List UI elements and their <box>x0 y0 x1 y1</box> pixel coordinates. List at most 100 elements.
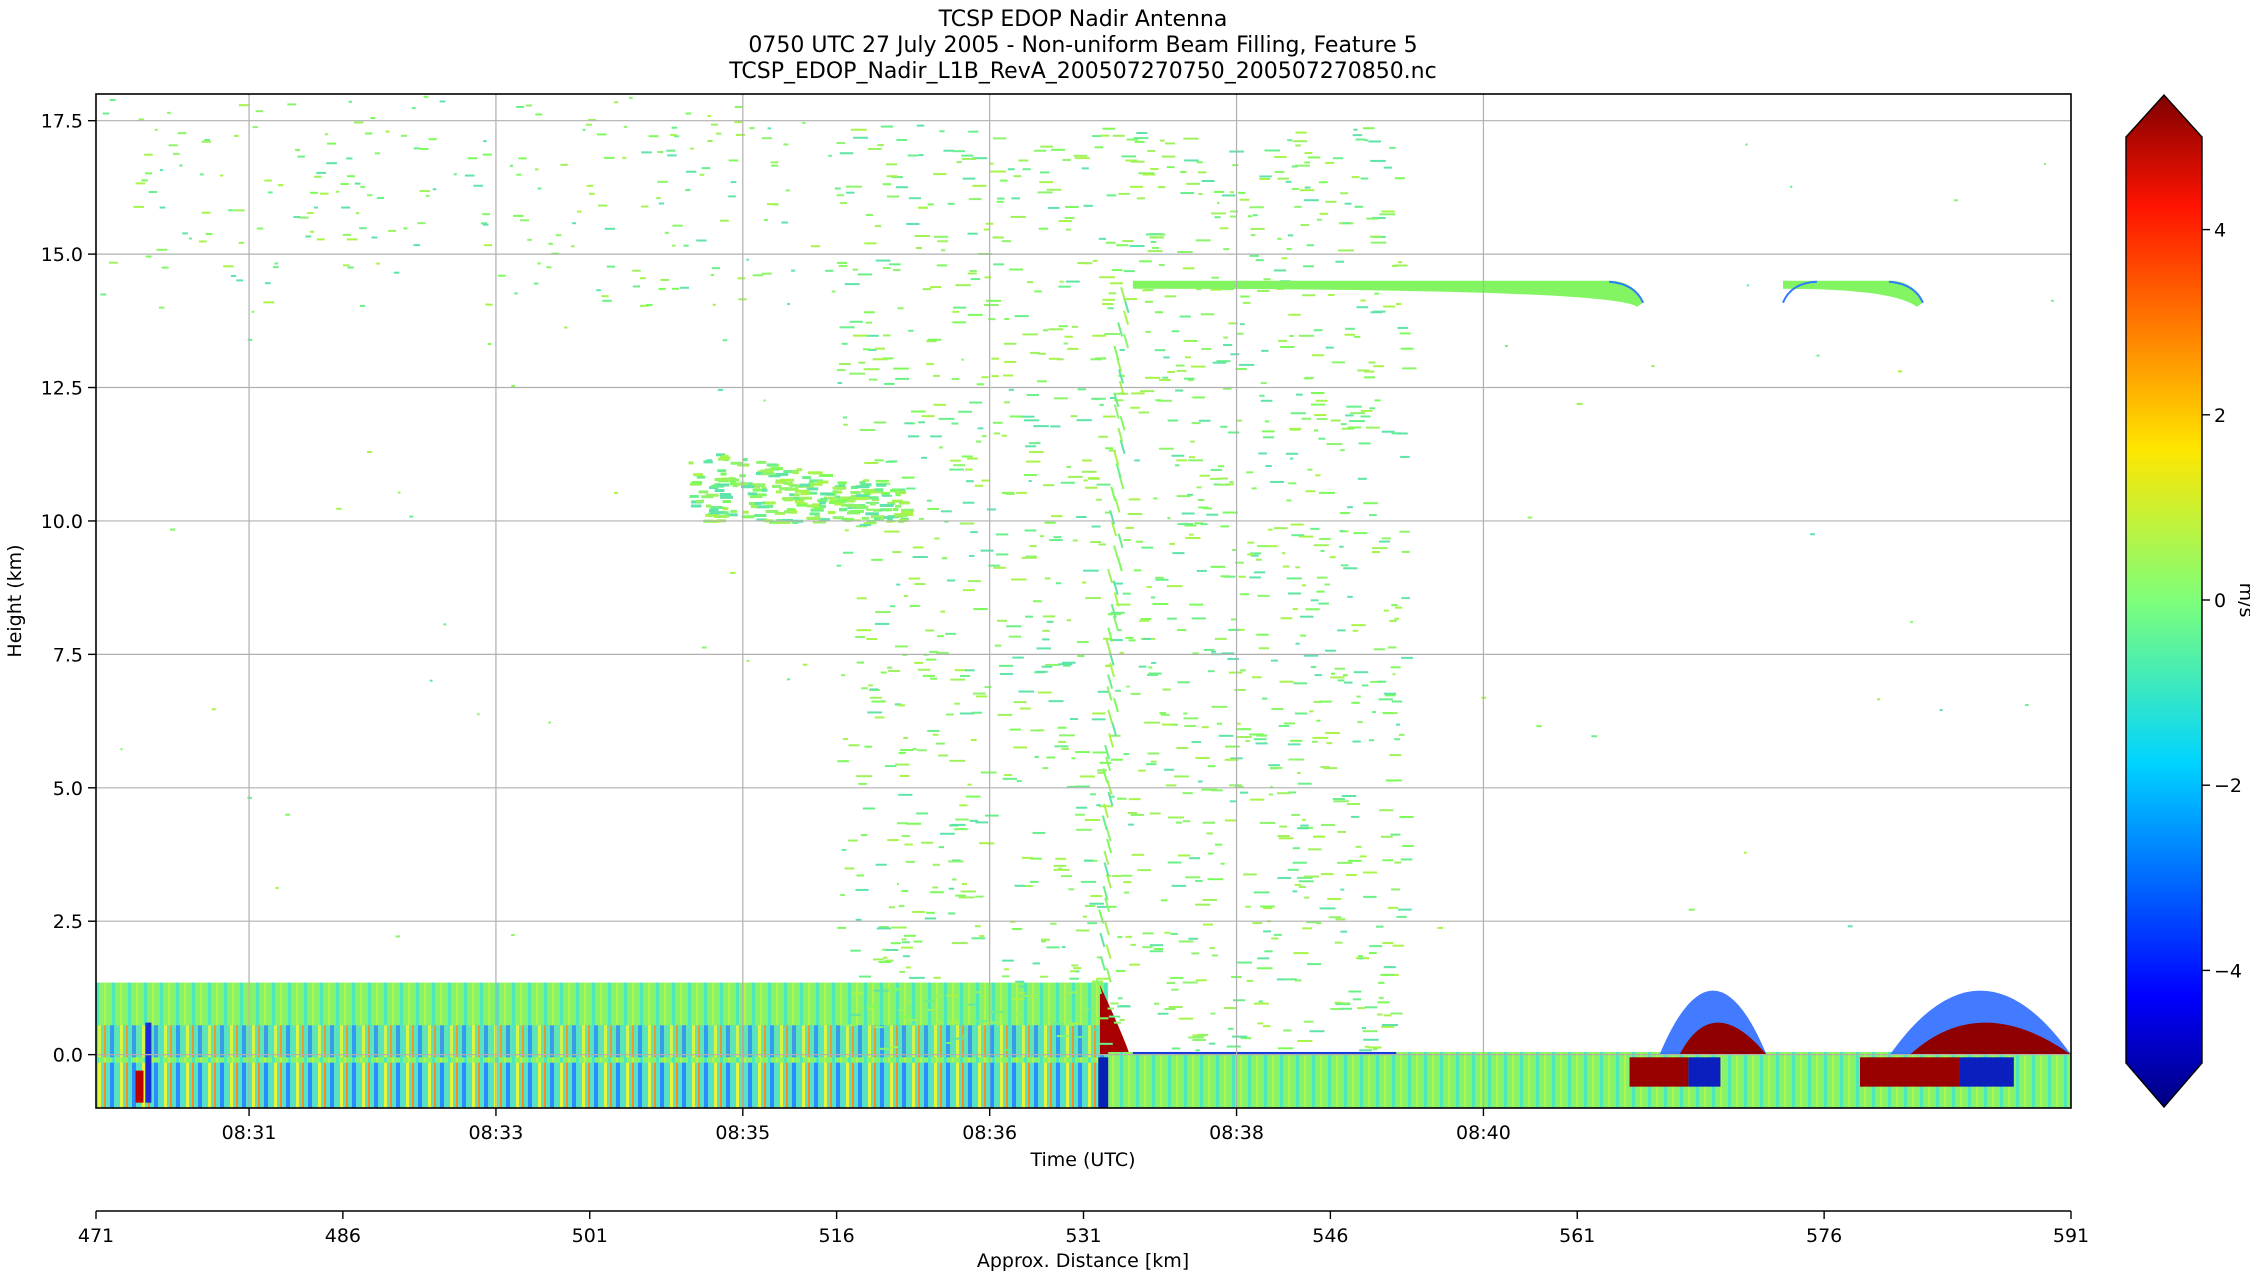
noise-pixel <box>1746 284 1749 287</box>
noise-pixel <box>1149 944 1164 947</box>
noise-pixel <box>670 133 677 136</box>
noise-pixel <box>604 227 616 230</box>
noise-pixel <box>850 949 861 952</box>
noise-pixel <box>1237 961 1253 964</box>
noise-pixel <box>606 265 616 268</box>
surface-band-mid <box>96 1025 1109 1058</box>
noise-pixel <box>1311 740 1318 743</box>
noise-pixel <box>1323 767 1338 770</box>
noise-pixel <box>1688 908 1695 911</box>
noise-pixel <box>1194 522 1204 525</box>
noise-pixel <box>307 212 314 215</box>
noise-pixel <box>1387 646 1397 649</box>
mound-red-lower <box>1629 1057 1689 1087</box>
noise-pixel <box>1277 1047 1294 1050</box>
noise-pixel <box>1307 963 1322 966</box>
noise-pixel <box>1400 455 1410 458</box>
noise-pixel <box>1203 648 1215 651</box>
streak-mark <box>1113 545 1120 560</box>
cloud-patch-pixel <box>722 507 729 511</box>
noise-pixel <box>1085 486 1098 489</box>
noise-pixel <box>1374 292 1379 295</box>
noise-pixel <box>1002 777 1017 780</box>
noise-pixel <box>906 966 911 969</box>
colorbar-tick-label: −4 <box>2214 960 2242 982</box>
noise-pixel <box>1009 268 1023 271</box>
cloud-patch-pixel <box>810 508 824 512</box>
noise-pixel <box>941 557 948 560</box>
noise-pixel <box>1060 875 1073 878</box>
noise-pixel <box>1294 164 1310 167</box>
noise-pixel <box>1167 370 1176 373</box>
noise-pixel <box>907 1000 912 1003</box>
noise-pixel <box>1197 171 1207 174</box>
noise-pixel <box>1350 412 1365 415</box>
mound-red <box>1909 1022 2071 1055</box>
noise-pixel <box>1378 996 1384 999</box>
noise-pixel <box>646 303 653 306</box>
noise-pixel <box>1239 791 1249 794</box>
noise-pixel <box>948 860 964 863</box>
cloud-patch-pixel <box>705 493 719 497</box>
noise-pixel <box>1183 377 1195 380</box>
noise-pixel <box>699 173 705 176</box>
noise-pixel <box>233 209 245 212</box>
noise-pixel <box>929 891 944 894</box>
noise-pixel <box>509 164 513 167</box>
noise-pixel <box>875 863 887 866</box>
noise-pixel <box>1011 928 1023 931</box>
noise-pixel <box>1195 756 1210 759</box>
noise-pixel <box>1074 157 1090 160</box>
noise-pixel <box>712 303 716 306</box>
noise-pixel <box>1334 941 1343 944</box>
noise-pixel <box>1291 534 1305 537</box>
noise-pixel <box>1268 764 1280 767</box>
noise-pixel <box>877 144 884 147</box>
noise-pixel <box>1016 491 1028 494</box>
noise-pixel <box>1294 205 1302 208</box>
noise-pixel <box>908 329 914 332</box>
noise-pixel <box>1209 947 1215 950</box>
noise-pixel <box>177 132 187 135</box>
noise-pixel <box>1357 721 1363 724</box>
streak-mark <box>1113 697 1119 713</box>
noise-pixel <box>1104 333 1121 336</box>
noise-pixel <box>849 372 866 375</box>
noise-pixel <box>969 401 983 404</box>
noise-pixel <box>1280 617 1293 620</box>
noise-pixel <box>996 553 1009 556</box>
noise-pixel <box>1096 804 1101 807</box>
noise-pixel <box>1310 666 1317 669</box>
noise-pixel <box>1346 874 1357 877</box>
streak-mark <box>1096 979 1103 995</box>
noise-pixel <box>1105 241 1116 244</box>
noise-pixel <box>1091 397 1106 400</box>
noise-pixel <box>1240 669 1246 672</box>
noise-pixel <box>1217 465 1225 468</box>
noise-pixel <box>287 103 297 106</box>
noise-pixel <box>868 378 878 381</box>
noise-pixel <box>1002 1002 1007 1005</box>
noise-pixel <box>1158 379 1171 382</box>
cloud-patch-pixel <box>823 496 836 500</box>
noise-pixel <box>1284 978 1297 981</box>
noise-pixel <box>1252 676 1262 679</box>
noise-pixel <box>787 303 791 306</box>
noise-pixel <box>1320 873 1334 876</box>
noise-pixel <box>866 1005 879 1008</box>
noise-pixel <box>1320 823 1336 826</box>
noise-pixel <box>1312 835 1326 838</box>
noise-pixel <box>1369 514 1377 517</box>
noise-pixel <box>1109 397 1116 400</box>
y-tick-label: 15.0 <box>41 244 83 266</box>
noise-pixel <box>1189 533 1194 536</box>
noise-pixel <box>1119 348 1125 351</box>
noise-pixel <box>1157 1012 1169 1015</box>
noise-pixel <box>1198 419 1211 422</box>
noise-pixel <box>223 265 234 268</box>
noise-pixel <box>170 528 176 531</box>
plot-background <box>96 94 2071 1108</box>
noise-pixel <box>986 299 1002 302</box>
noise-pixel <box>1397 261 1403 264</box>
noise-pixel <box>1015 1014 1021 1017</box>
